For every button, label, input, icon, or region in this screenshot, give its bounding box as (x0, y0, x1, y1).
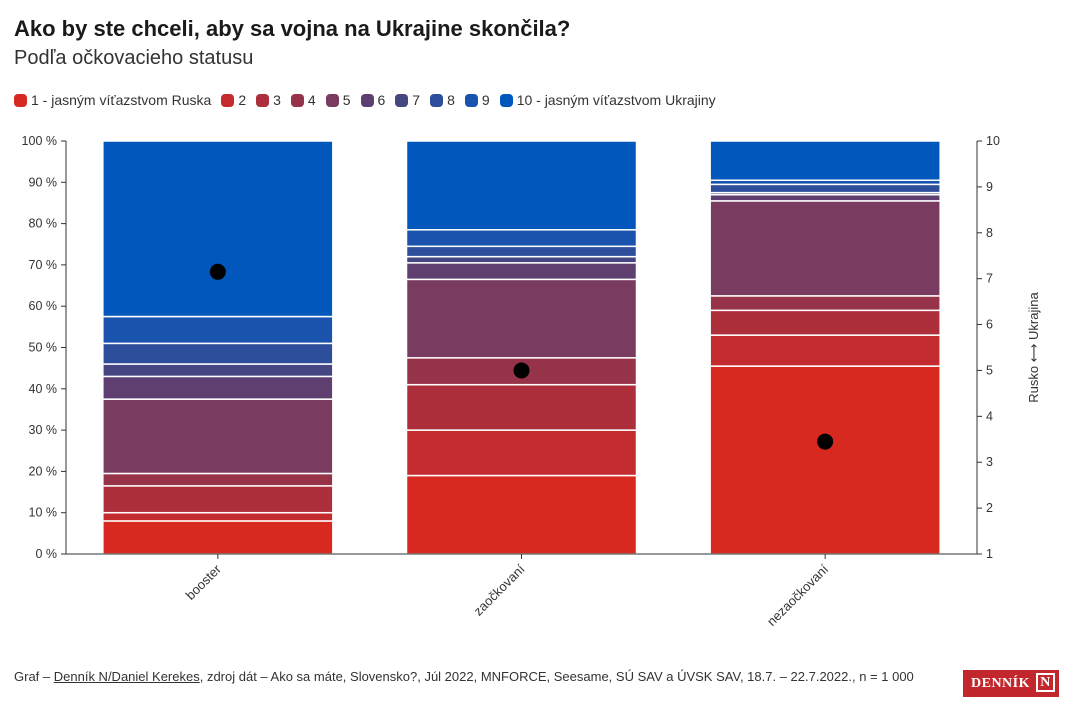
legend-label: 5 (342, 92, 351, 108)
legend-item: 7 (395, 92, 420, 108)
footer-source: , zdroj dát – Ako sa máte, Slovensko?, J… (199, 669, 914, 684)
legend-label: 1 - jasným víťazstvom Ruska (31, 92, 212, 108)
legend-label: 6 (377, 92, 386, 108)
bar-segment (709, 183, 941, 194)
bar-segment (102, 342, 334, 365)
left-tick-label: 30 % (29, 423, 58, 437)
bar-segment (709, 309, 941, 336)
legend-swatch (325, 93, 339, 107)
bar-segment (709, 334, 941, 367)
legend-label: 2 (238, 92, 247, 108)
bar-segment (709, 200, 941, 297)
mean-score-dot (817, 433, 834, 450)
legend-swatch (221, 93, 235, 107)
right-tick-label: 3 (986, 455, 993, 469)
bar-segment (709, 365, 941, 555)
bar-segment (405, 262, 638, 281)
legend-label: 7 (412, 92, 421, 108)
footer-prefix: Graf – (14, 669, 54, 684)
chart-title: Ako by ste chceli, aby sa vojna na Ukraj… (14, 16, 571, 41)
bar-segment (102, 485, 334, 514)
bar-segment (405, 140, 638, 231)
right-tick-label: 5 (986, 363, 993, 377)
legend-swatch (499, 93, 513, 107)
left-tick-label: 50 % (29, 341, 58, 355)
right-tick-label: 8 (986, 226, 993, 240)
left-tick-label: 10 % (29, 506, 58, 520)
legend-label: 8 (447, 92, 455, 108)
left-tick-label: 20 % (29, 464, 58, 478)
legend-label: 10 - jasným víťazstvom Ukrajiny (516, 92, 716, 108)
stacked-bar-chart: 0 % 10 % 20 % 30 % 40 % 50 % 60 % 70 % 80 % 90 % 1… (22, 134, 1041, 629)
bar-segment (405, 229, 638, 248)
bar-segment (102, 398, 334, 475)
right-tick-label: 9 (986, 180, 993, 194)
legend-item: 3 (256, 92, 281, 108)
bar-segment (102, 140, 334, 318)
left-tick-label: 90 % (29, 175, 58, 189)
legend-swatch (464, 93, 478, 107)
right-tick-label: 1 (986, 547, 993, 561)
legend-item: 5 (325, 92, 351, 108)
bar-segment (405, 429, 638, 477)
bar-segment (405, 474, 638, 555)
legend-swatch (360, 93, 374, 107)
legend-label: 4 (307, 92, 316, 108)
right-tick-label: 7 (986, 272, 993, 286)
left-tick-label: 80 % (29, 217, 58, 231)
bar-segment (102, 315, 334, 345)
bar-segment (405, 245, 638, 258)
left-tick-label: 70 % (29, 258, 58, 272)
author-link[interactable]: Denník N/Daniel Kerekes (53, 669, 200, 684)
right-tick-label: 2 (986, 501, 993, 515)
chart-subtitle: Podľa očkovacieho statusu (14, 47, 254, 69)
legend-label: 3 (273, 92, 281, 108)
right-tick-label: 10 (986, 134, 1000, 148)
legend-item: 9 (464, 92, 490, 108)
legend-item: 6 (360, 92, 386, 108)
bar-segment (405, 255, 638, 264)
legend-item: 10 - jasným víťazstvom Ukrajiny (499, 92, 716, 108)
logo-letter: N (1036, 673, 1055, 692)
legend-label: 9 (481, 92, 490, 108)
legend-item: 8 (430, 92, 455, 108)
left-tick-label: 40 % (29, 382, 58, 396)
logo-text: DENNÍK (971, 675, 1031, 691)
mean-score-dot (513, 362, 530, 379)
bar-segment (405, 278, 638, 359)
bar-segment (709, 193, 941, 202)
source-footer: Graf – Denník N/Daniel Kerekes, zdroj dá… (14, 667, 949, 686)
legend-swatch (290, 93, 304, 107)
category-label: booster (183, 561, 225, 603)
bar-segment (102, 375, 334, 400)
legend-item: 2 (221, 92, 246, 108)
category-label: nezaočkovaní (764, 561, 832, 629)
bar-segment (709, 140, 941, 181)
bar-segment (405, 383, 638, 431)
legend-item: 1 - jasným víťazstvom Ruska (14, 92, 211, 108)
legend-swatch (256, 93, 270, 107)
legend-swatch (430, 93, 444, 107)
left-tick-label: 100 % (22, 134, 57, 148)
bar-segment (102, 363, 334, 378)
left-tick-label: 60 % (29, 299, 58, 313)
legend-item: 4 (290, 92, 316, 108)
bar-segment (102, 520, 334, 555)
bar-segment (102, 472, 334, 487)
left-tick-label: 0 % (35, 547, 57, 561)
dennik-n-logo[interactable]: DENNÍK N (963, 670, 1059, 697)
mean-score-dot (209, 263, 226, 280)
legend-swatch (395, 93, 409, 107)
bar-segment (102, 511, 334, 522)
legend: 1 - jasným víťazstvom Ruska 2 3 4 5 6 7 8 9 10 - … (14, 92, 726, 108)
category-label: zaočkovaní (471, 561, 528, 618)
right-axis-label: Rusko ⟷ Ukrajina (1026, 292, 1041, 403)
legend-swatch (14, 93, 27, 107)
right-tick-label: 4 (986, 409, 993, 423)
bar-segment (709, 295, 941, 312)
right-tick-label: 6 (986, 318, 993, 332)
